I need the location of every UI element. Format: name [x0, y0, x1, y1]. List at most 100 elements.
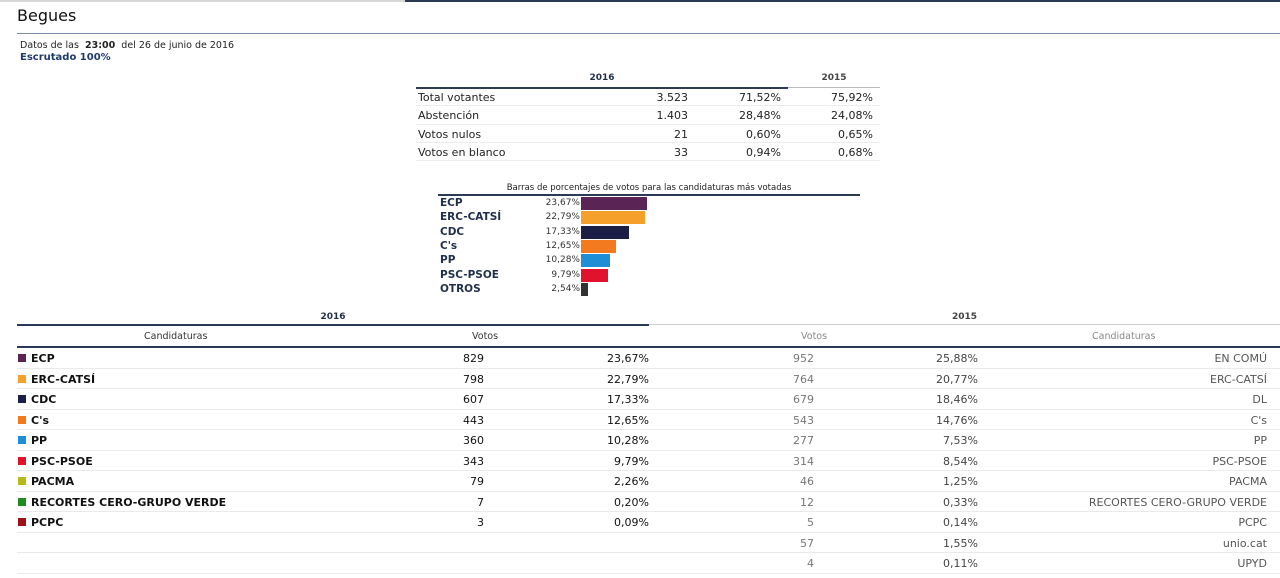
party-name: RECORTES CERO-GRUPO VERDE: [31, 495, 227, 509]
party-votes-previous: 314: [793, 454, 814, 468]
bar-category-label: CDC: [440, 225, 465, 238]
header-rule-current: [416, 87, 788, 89]
participation-label: Votos en blanco: [418, 145, 506, 159]
party-color-swatch: [18, 415, 26, 424]
update-time: 23:00: [85, 40, 116, 51]
bar-erc-cats-: [581, 211, 645, 225]
results-year-current: 2016: [320, 312, 346, 322]
party-name-previous: ERC-CATSÍ: [1210, 372, 1267, 386]
party-color-swatch: [18, 497, 26, 506]
party-votes: 3: [477, 516, 484, 529]
column-votos: Votos: [472, 331, 499, 342]
results-year-previous: 2015: [951, 312, 978, 322]
results-row: PSC-PSOE 343 9,79% 314 8,54% PSC-PSOE: [17, 451, 1280, 471]
party-votes: 829: [463, 352, 484, 365]
results-rule-previous: [649, 324, 1280, 325]
results-rule-current: [17, 324, 649, 326]
participation-pct-previous: 0,65%: [838, 127, 873, 141]
bar-psc-psoe: [581, 268, 609, 282]
participation-row: Votos nulos 21 0,60% 0,65%: [416, 125, 880, 143]
party-pct-previous: 20,77%: [936, 372, 978, 386]
bar-cdc: [581, 225, 630, 239]
party-name-previous: PACMA: [1229, 475, 1267, 488]
party-name-previous: PSC-PSOE: [1212, 454, 1268, 468]
participation-pct-current: 28,48%: [739, 109, 781, 123]
results-row: PP 360 10,28% 277 7,53% PP: [17, 430, 1280, 451]
title-divider: [17, 33, 1280, 34]
party-name: PSC-PSOE: [31, 454, 93, 468]
participation-row: Abstención 1.403 28,48% 24,08%: [416, 106, 880, 125]
bar-value-label: 12,65%: [545, 240, 580, 251]
bar-category-label: C's: [440, 239, 458, 252]
party-name-previous: PCPC: [1238, 516, 1267, 529]
party-votes: 7: [477, 495, 484, 509]
participation-votes: 3.523: [656, 91, 689, 104]
bar-value-label: 10,28%: [545, 255, 580, 266]
participation-pct-current: 0,60%: [746, 127, 781, 141]
party-votes-previous: 57: [800, 536, 814, 550]
column-votos-previous: Votos: [801, 331, 828, 342]
party-name-previous: UPYD: [1237, 557, 1267, 570]
party-votes-previous: 679: [793, 393, 814, 406]
party-pct-previous: 18,46%: [936, 393, 978, 406]
party-votes-previous: 543: [793, 413, 814, 427]
column-candidaturas: Candidaturas: [144, 331, 208, 342]
results-table: 2016 2015 Candidaturas Votos Votos Candi…: [17, 309, 1280, 574]
participation-pct-current: 0,94%: [746, 145, 781, 159]
party-name-previous: EN COMÚ: [1214, 352, 1267, 365]
results-row: PCPC 3 0,09% 5 0,14% PCPC: [17, 512, 1280, 533]
chart-title: Barras de porcentajes de votos para las …: [506, 183, 792, 193]
bar-category-label: PP: [440, 254, 456, 267]
count-status: Escrutado 100%: [20, 52, 111, 63]
party-pct: 17,33%: [607, 393, 649, 406]
results-row: 4 0,11% UPYD: [17, 553, 1280, 574]
party-pct: 2,26%: [614, 475, 649, 488]
bar-category-label: OTROS: [440, 282, 481, 295]
party-pct: 12,65%: [607, 413, 649, 427]
party-pct-previous: 1,25%: [943, 475, 978, 488]
party-name: ERC-CATSÍ: [31, 372, 96, 386]
participation-row: Votos en blanco 33 0,94% 0,68%: [416, 143, 880, 162]
bar-c-s: [581, 239, 617, 253]
bar-value-label: 22,79%: [545, 212, 580, 223]
party-votes-previous: 46: [800, 475, 814, 488]
party-votes: 798: [463, 372, 484, 386]
party-votes-previous: 952: [793, 352, 814, 365]
party-votes: 443: [463, 413, 484, 427]
update-date: del 26 de junio de 2016: [121, 40, 235, 51]
party-color-swatch: [18, 477, 26, 485]
party-name: PCPC: [31, 516, 64, 529]
party-votes-previous: 764: [793, 372, 814, 386]
top-border-left: [0, 0, 405, 2]
party-pct: 0,09%: [614, 516, 649, 529]
party-pct-previous: 14,76%: [936, 413, 978, 427]
party-color-swatch: [18, 354, 26, 362]
participation-votes: 33: [674, 145, 688, 159]
results-row: ECP 829 23,67% 952 25,88% EN COMÚ: [17, 348, 1280, 369]
participation-table: 2016 2015 Total votantes 3.523 71,52% 75,92…: [416, 70, 880, 162]
party-color-swatch: [18, 518, 26, 526]
results-row: CDC 607 17,33% 679 18,46% DL: [17, 389, 1280, 410]
top-border-right: [405, 0, 1280, 2]
bar-otros: [581, 282, 589, 296]
party-color-swatch: [18, 436, 26, 444]
participation-pct-current: 71,52%: [739, 91, 781, 104]
party-votes-previous: 4: [807, 557, 814, 570]
party-votes-previous: 12: [800, 495, 814, 509]
party-pct: 22,79%: [607, 372, 649, 386]
party-name: C's: [31, 413, 49, 427]
party-pct: 10,28%: [607, 434, 649, 447]
party-name-previous: C's: [1250, 413, 1267, 427]
results-row: ERC-CATSÍ 798 22,79% 764 20,77% ERC-CATSÍ: [17, 369, 1280, 389]
bar-category-label: ERC-CATSÍ: [440, 211, 502, 224]
results-row: RECORTES CERO-GRUPO VERDE 7 0,20% 12 0,33% RE…: [17, 492, 1280, 512]
party-votes: 343: [463, 454, 484, 468]
bar-ecp: [581, 197, 647, 210]
party-name: ECP: [31, 352, 55, 365]
party-name-previous: RECORTES CERO-GRUPO VERDE: [1088, 495, 1267, 509]
page-title: Begues: [17, 6, 77, 25]
party-pct: 23,67%: [607, 352, 649, 365]
party-pct-previous: 0,33%: [943, 495, 978, 509]
party-votes: 607: [463, 393, 484, 406]
results-row: C's 443 12,65% 543 14,76% C's: [17, 410, 1280, 430]
